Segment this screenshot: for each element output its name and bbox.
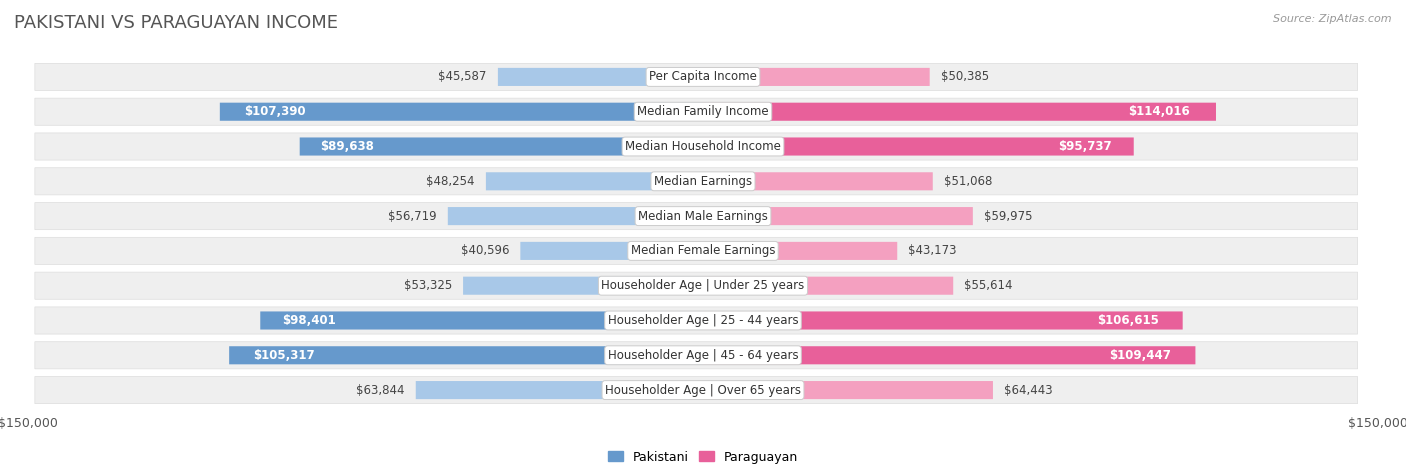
Text: $50,385: $50,385: [941, 71, 988, 84]
Text: $48,254: $48,254: [426, 175, 475, 188]
FancyBboxPatch shape: [416, 381, 703, 399]
FancyBboxPatch shape: [703, 137, 1133, 156]
Text: Median Male Earnings: Median Male Earnings: [638, 210, 768, 223]
Text: $55,614: $55,614: [965, 279, 1012, 292]
Text: Median Earnings: Median Earnings: [654, 175, 752, 188]
Text: $64,443: $64,443: [1004, 383, 1053, 396]
FancyBboxPatch shape: [520, 242, 703, 260]
FancyBboxPatch shape: [703, 68, 929, 86]
Text: Source: ZipAtlas.com: Source: ZipAtlas.com: [1274, 14, 1392, 24]
Text: Householder Age | 25 - 44 years: Householder Age | 25 - 44 years: [607, 314, 799, 327]
Text: $45,587: $45,587: [439, 71, 486, 84]
FancyBboxPatch shape: [35, 64, 1358, 91]
Text: $51,068: $51,068: [943, 175, 993, 188]
FancyBboxPatch shape: [229, 346, 703, 364]
Text: $109,447: $109,447: [1109, 349, 1171, 362]
Text: Median Female Earnings: Median Female Earnings: [631, 244, 775, 257]
Text: $56,719: $56,719: [388, 210, 436, 223]
Text: Median Family Income: Median Family Income: [637, 105, 769, 118]
Text: $106,615: $106,615: [1097, 314, 1159, 327]
Text: Householder Age | 45 - 64 years: Householder Age | 45 - 64 years: [607, 349, 799, 362]
Text: Householder Age | Over 65 years: Householder Age | Over 65 years: [605, 383, 801, 396]
FancyBboxPatch shape: [299, 137, 703, 156]
FancyBboxPatch shape: [703, 207, 973, 225]
Text: $107,390: $107,390: [245, 105, 305, 118]
FancyBboxPatch shape: [486, 172, 703, 191]
Legend: Pakistani, Paraguayan: Pakistani, Paraguayan: [603, 446, 803, 467]
FancyBboxPatch shape: [498, 68, 703, 86]
FancyBboxPatch shape: [35, 307, 1358, 334]
FancyBboxPatch shape: [703, 346, 1195, 364]
FancyBboxPatch shape: [35, 168, 1358, 195]
Text: $105,317: $105,317: [253, 349, 315, 362]
FancyBboxPatch shape: [35, 203, 1358, 230]
Text: Householder Age | Under 25 years: Householder Age | Under 25 years: [602, 279, 804, 292]
Text: $43,173: $43,173: [908, 244, 957, 257]
FancyBboxPatch shape: [703, 311, 1182, 330]
FancyBboxPatch shape: [463, 276, 703, 295]
FancyBboxPatch shape: [703, 276, 953, 295]
FancyBboxPatch shape: [35, 237, 1358, 264]
Text: $59,975: $59,975: [984, 210, 1032, 223]
FancyBboxPatch shape: [35, 342, 1358, 369]
Text: $40,596: $40,596: [461, 244, 509, 257]
FancyBboxPatch shape: [35, 133, 1358, 160]
FancyBboxPatch shape: [35, 376, 1358, 403]
FancyBboxPatch shape: [35, 98, 1358, 125]
FancyBboxPatch shape: [260, 311, 703, 330]
Text: Per Capita Income: Per Capita Income: [650, 71, 756, 84]
Text: $95,737: $95,737: [1059, 140, 1112, 153]
FancyBboxPatch shape: [703, 242, 897, 260]
Text: $89,638: $89,638: [321, 140, 374, 153]
FancyBboxPatch shape: [703, 103, 1216, 121]
FancyBboxPatch shape: [703, 172, 932, 191]
FancyBboxPatch shape: [703, 381, 993, 399]
Text: $63,844: $63,844: [356, 383, 405, 396]
FancyBboxPatch shape: [219, 103, 703, 121]
Text: $114,016: $114,016: [1129, 105, 1191, 118]
FancyBboxPatch shape: [447, 207, 703, 225]
Text: $98,401: $98,401: [283, 314, 336, 327]
Text: $53,325: $53,325: [404, 279, 451, 292]
Text: Median Household Income: Median Household Income: [626, 140, 780, 153]
FancyBboxPatch shape: [35, 272, 1358, 299]
Text: PAKISTANI VS PARAGUAYAN INCOME: PAKISTANI VS PARAGUAYAN INCOME: [14, 14, 337, 32]
